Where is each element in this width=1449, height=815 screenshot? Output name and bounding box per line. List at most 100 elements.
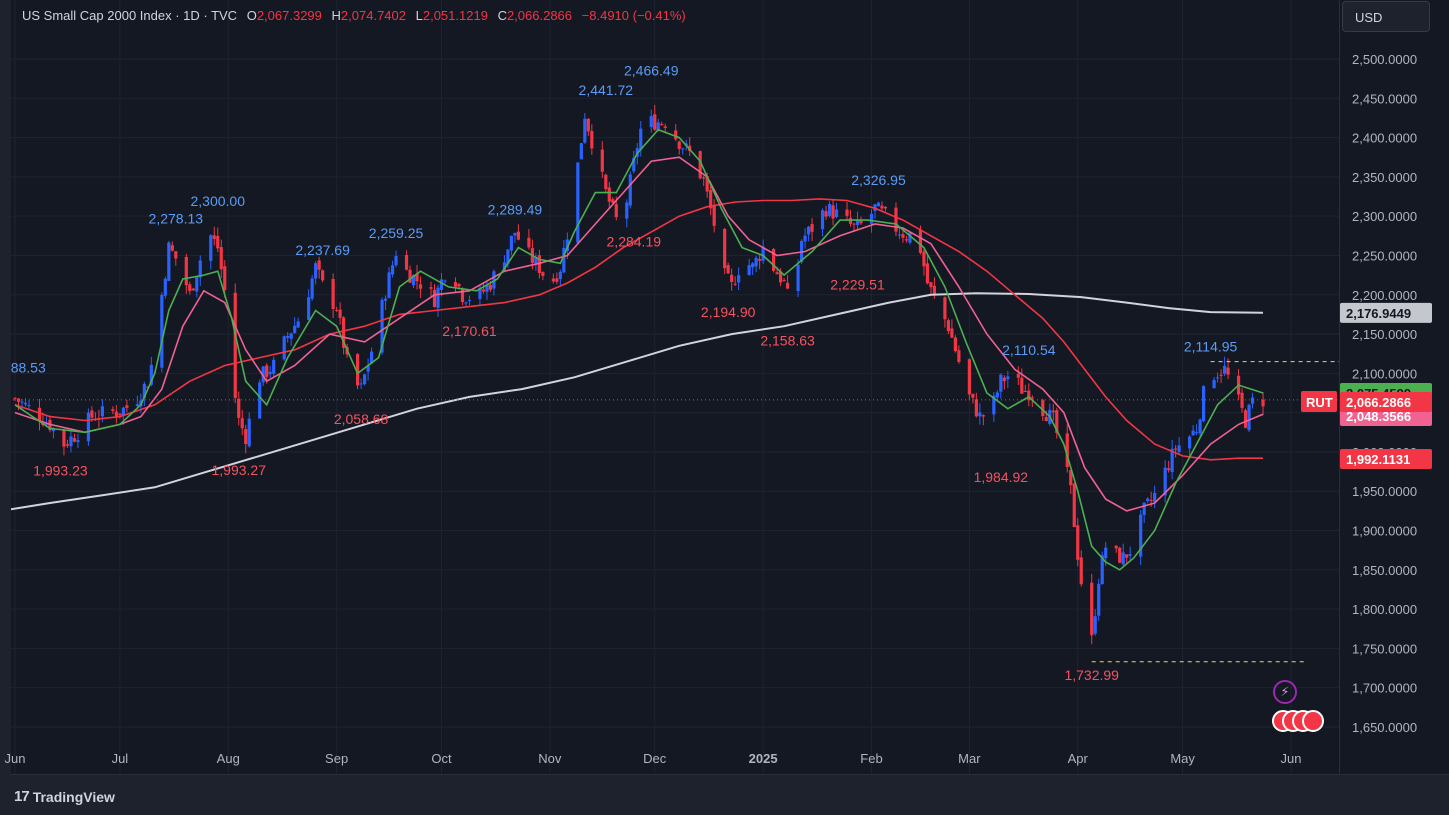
candle-body[interactable] bbox=[1044, 417, 1048, 422]
candle-body[interactable] bbox=[1121, 552, 1125, 565]
candle-body[interactable] bbox=[86, 412, 91, 442]
ma-200-line[interactable] bbox=[11, 292, 1264, 511]
candle-body[interactable] bbox=[897, 234, 902, 236]
candle-body[interactable] bbox=[296, 321, 300, 328]
candle-body[interactable] bbox=[922, 251, 926, 267]
candle-body[interactable] bbox=[772, 249, 776, 271]
candle-body[interactable] bbox=[607, 187, 611, 202]
price-chart[interactable]: 2,088.53 1,993.23 2,278.132,300.00 1,993.27… bbox=[11, 0, 1339, 774]
candle-body[interactable] bbox=[534, 256, 538, 264]
candle-body[interactable] bbox=[1051, 410, 1055, 413]
price-scale[interactable]: 2,500.0000 2,450.0000 2,400.0000 2,350.0000… bbox=[1339, 0, 1449, 774]
candle-body[interactable] bbox=[121, 407, 125, 416]
candle-body[interactable] bbox=[188, 284, 192, 292]
candle-body[interactable] bbox=[429, 287, 433, 289]
candle-body[interactable] bbox=[1202, 386, 1206, 421]
candle-body[interactable] bbox=[1215, 377, 1220, 379]
candle-body[interactable] bbox=[653, 114, 657, 130]
candle-body[interactable] bbox=[111, 409, 115, 411]
symbol-legend[interactable]: US Small Cap 2000 Index · 1D · TVC O2,06… bbox=[22, 8, 686, 23]
candle-body[interactable] bbox=[272, 359, 276, 374]
candle-body[interactable] bbox=[834, 209, 839, 217]
candle-body[interactable] bbox=[957, 350, 961, 362]
candle-body[interactable] bbox=[852, 223, 856, 225]
candle-body[interactable] bbox=[502, 262, 507, 272]
candle-body[interactable] bbox=[967, 359, 971, 395]
candle-body[interactable] bbox=[394, 255, 398, 266]
candle-body[interactable] bbox=[929, 282, 933, 288]
candle-body[interactable] bbox=[709, 189, 713, 209]
candle-body[interactable] bbox=[1139, 514, 1143, 557]
candle-body[interactable] bbox=[286, 335, 290, 338]
candle-body[interactable] bbox=[258, 382, 262, 419]
candle-body[interactable] bbox=[174, 251, 178, 259]
candle-body[interactable] bbox=[321, 270, 325, 281]
candle-body[interactable] bbox=[457, 283, 461, 287]
candle-body[interactable] bbox=[845, 209, 849, 216]
candle-body[interactable] bbox=[698, 151, 702, 179]
ma-mid-line[interactable] bbox=[14, 156, 1264, 512]
candle-body[interactable] bbox=[418, 284, 423, 289]
candle-body[interactable] bbox=[908, 232, 912, 243]
candle-body[interactable] bbox=[1104, 547, 1108, 559]
candle-body[interactable] bbox=[432, 289, 437, 308]
candle-body[interactable] bbox=[831, 205, 835, 219]
candle-body[interactable] bbox=[506, 249, 510, 264]
candle-body[interactable] bbox=[1069, 469, 1073, 486]
candle-body[interactable] bbox=[481, 289, 486, 292]
candle-body[interactable] bbox=[869, 213, 874, 224]
candle-body[interactable] bbox=[467, 299, 472, 301]
candle-body[interactable] bbox=[415, 273, 419, 282]
candle-body[interactable] bbox=[69, 436, 73, 447]
candle-body[interactable] bbox=[1125, 554, 1129, 558]
candle-body[interactable] bbox=[369, 351, 374, 364]
candle-body[interactable] bbox=[1023, 391, 1027, 393]
candle-body[interactable] bbox=[730, 274, 734, 282]
candle-body[interactable] bbox=[184, 256, 188, 286]
candle-body[interactable] bbox=[310, 278, 314, 299]
chart-pane[interactable]: 2,088.53 1,993.23 2,278.132,300.00 1,993.27… bbox=[11, 0, 1339, 774]
candle-body[interactable] bbox=[1097, 583, 1101, 616]
candle-body[interactable] bbox=[198, 260, 202, 278]
candle-body[interactable] bbox=[436, 287, 440, 308]
candle-body[interactable] bbox=[583, 118, 587, 143]
candle-body[interactable] bbox=[233, 292, 237, 398]
candle-body[interactable] bbox=[37, 407, 42, 422]
candle-body[interactable] bbox=[946, 320, 951, 331]
candle-body[interactable] bbox=[1226, 367, 1230, 375]
candle-body[interactable] bbox=[118, 413, 122, 416]
candle-body[interactable] bbox=[390, 265, 395, 275]
candle-body[interactable] bbox=[859, 220, 863, 224]
candle-body[interactable] bbox=[628, 174, 632, 206]
candle-body[interactable] bbox=[796, 264, 800, 291]
ma-fast-line[interactable] bbox=[14, 128, 1264, 571]
candle-body[interactable] bbox=[1163, 467, 1167, 496]
candle-body[interactable] bbox=[338, 309, 342, 318]
candle-body[interactable] bbox=[733, 283, 737, 285]
candle-body[interactable] bbox=[527, 237, 531, 248]
candle-body[interactable] bbox=[586, 118, 590, 132]
candle-body[interactable] bbox=[460, 288, 465, 302]
candle-body[interactable] bbox=[387, 272, 391, 298]
candle-body[interactable] bbox=[761, 246, 765, 261]
candle-body[interactable] bbox=[904, 239, 909, 241]
candle-body[interactable] bbox=[726, 265, 730, 274]
candle-body[interactable] bbox=[1002, 377, 1006, 382]
candle-body[interactable] bbox=[901, 234, 905, 238]
candle-body[interactable] bbox=[1174, 448, 1178, 450]
candle-body[interactable] bbox=[614, 204, 618, 218]
candle-body[interactable] bbox=[999, 374, 1003, 392]
candle-body[interactable] bbox=[195, 276, 199, 292]
candle-body[interactable] bbox=[335, 309, 339, 311]
candle-body[interactable] bbox=[1027, 390, 1031, 401]
symbol-title[interactable]: US Small Cap 2000 Index · 1D · TVC bbox=[22, 8, 238, 23]
candle-body[interactable] bbox=[950, 328, 954, 338]
candle-body[interactable] bbox=[1090, 582, 1094, 636]
candle-body[interactable] bbox=[827, 204, 832, 217]
candle-body[interactable] bbox=[1093, 616, 1097, 634]
candle-body[interactable] bbox=[488, 284, 493, 290]
candle-body[interactable] bbox=[1079, 557, 1083, 585]
candle-body[interactable] bbox=[359, 383, 363, 385]
candle-body[interactable] bbox=[362, 374, 367, 385]
candle-body[interactable] bbox=[223, 266, 227, 291]
